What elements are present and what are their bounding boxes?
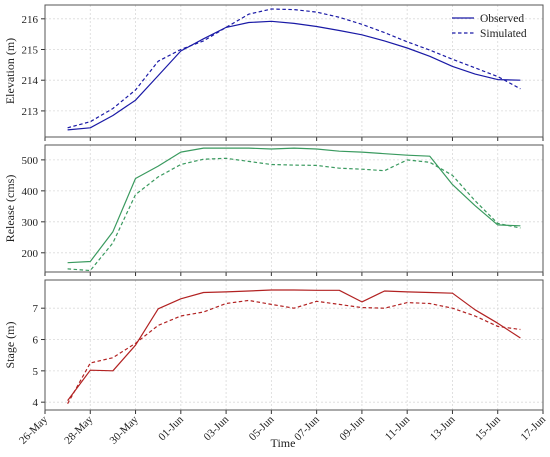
x-axis-title: Time	[271, 436, 296, 450]
panel-1: 213 214 215 216 Elevation (m) Observed Simulat…	[3, 4, 544, 141]
series-observed-line	[67, 20, 521, 131]
panel-frame	[44, 279, 544, 411]
y-axis-title: Elevation (m)	[3, 38, 17, 104]
legend-label-observed: Observed	[480, 13, 524, 25]
x-tick-label: 28-May	[62, 413, 95, 446]
y-tick-label: 213	[22, 106, 39, 118]
y-tick-label: 216	[22, 14, 39, 26]
panel-3: 4 5 6 7 Stage (m)	[3, 279, 544, 414]
series-simulated-line	[67, 8, 521, 129]
y-tick-label: 400	[22, 186, 39, 198]
series-simulated-line	[67, 157, 521, 272]
y-tick-label: 215	[22, 45, 39, 57]
x-tick-label: 17-Jun	[518, 413, 548, 443]
x-tick-label: 01-Jun	[156, 413, 186, 443]
y-tick-label: 214	[22, 75, 39, 87]
legend: Observed Simulated	[452, 13, 527, 40]
x-tick-label: 13-Jun	[428, 413, 458, 443]
y-axis-title: Release (cms)	[3, 175, 17, 243]
x-tick-label: 11-Jun	[383, 413, 413, 443]
x-tick-label: 26-May	[17, 413, 50, 446]
y-tick-label: 7	[33, 303, 39, 315]
y-tick-label: 5	[33, 366, 39, 378]
panel-2: 200 300 400 500 Release (cms)	[3, 144, 544, 276]
x-tick-label: 09-Jun	[337, 413, 367, 443]
legend-label-simulated: Simulated	[480, 28, 527, 40]
series-observed-line	[67, 289, 521, 401]
y-tick-label: 6	[33, 335, 39, 347]
series-observed-line	[67, 147, 521, 264]
panel-frame	[44, 144, 544, 273]
x-tick-label: 30-May	[108, 413, 141, 446]
x-tick-label: 03-Jun	[202, 413, 232, 443]
x-tick-label: 07-Jun	[292, 413, 322, 443]
x-tick-label: 15-Jun	[473, 413, 503, 443]
y-tick-label: 500	[22, 155, 39, 167]
y-tick-label: 200	[22, 248, 39, 260]
panel-frame	[44, 4, 544, 138]
y-tick-label: 300	[22, 217, 39, 229]
y-axis-title: Stage (m)	[3, 322, 17, 369]
y-tick-label: 4	[33, 397, 39, 409]
series-simulated-line	[67, 299, 521, 404]
